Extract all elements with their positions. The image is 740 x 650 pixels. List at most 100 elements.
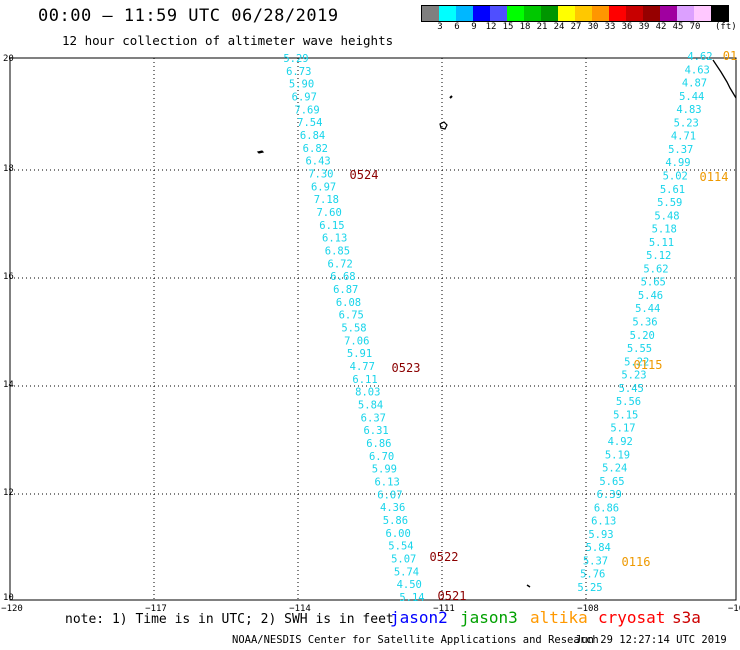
wave-height-label: 5.54 <box>388 541 413 553</box>
wave-height-label: 4.87 <box>682 78 707 90</box>
wave-height-label: 7.30 <box>308 169 333 181</box>
wave-height-label: 5.11 <box>649 237 674 249</box>
wave-height-label: 5.19 <box>605 449 630 461</box>
wave-height-label: 6.15 <box>319 220 344 232</box>
wave-height-label: 7.18 <box>314 194 339 206</box>
island-outline <box>449 95 453 99</box>
colorbar-tick-label: 39 <box>638 22 650 32</box>
wave-height-label: 5.90 <box>289 79 314 91</box>
wave-height-label: 6.13 <box>591 516 616 528</box>
wave-height-label: 5.62 <box>643 263 668 275</box>
colorbar-swatch <box>592 6 609 21</box>
wave-height-label: 6.87 <box>333 284 358 296</box>
island-outline <box>526 584 531 588</box>
wave-height-label: 5.36 <box>632 317 657 329</box>
colorbar-tick-label: 42 <box>655 22 667 32</box>
colorbar-tick-label: 70 <box>689 22 701 32</box>
colorbar-tick-label: 30 <box>587 22 599 32</box>
wave-height-label: 5.61 <box>660 184 685 196</box>
wave-height-label: 5.15 <box>613 409 638 421</box>
colorbar-unit: (ft) <box>715 22 737 32</box>
wave-height-label: 6.72 <box>328 258 353 270</box>
colorbar-swatch <box>524 6 541 21</box>
latitude-tick-label: 20 <box>3 54 14 64</box>
colorbar-swatch <box>507 6 524 21</box>
colorbar-swatch <box>711 6 728 21</box>
colorbar-tick-label: 33 <box>604 22 616 32</box>
longitude-tick-label: −117 <box>145 604 167 614</box>
wave-height-label: 5.23 <box>674 117 699 129</box>
colorbar-swatch <box>456 6 473 21</box>
latitude-tick-label: 16 <box>3 272 14 282</box>
wave-height-label: 6.68 <box>330 271 355 283</box>
wave-height-label: 5.02 <box>663 170 688 182</box>
page-title: 00:00 – 11:59 UTC 06/28/2019 <box>38 6 339 26</box>
wave-height-label: 5.76 <box>580 569 605 581</box>
wave-height-label: 6.97 <box>311 181 336 193</box>
wave-height-label: 5.65 <box>641 277 666 289</box>
wave-height-label: 5.48 <box>654 210 679 222</box>
colorbar-swatch <box>626 6 643 21</box>
wave-height-label: 4.99 <box>665 157 690 169</box>
satellite-legend-s3a: s3a <box>672 608 701 627</box>
colorbar-tick-label: 3 <box>437 22 443 32</box>
pass-time-label: 0521 <box>438 589 467 603</box>
wave-height-label: 6.31 <box>363 425 388 437</box>
wave-height-label: 5.74 <box>394 566 419 578</box>
wave-height-label: 6.08 <box>336 297 361 309</box>
colorbar-tick-label: 9 <box>471 22 477 32</box>
longitude-tick-label: −108 <box>577 604 599 614</box>
wave-height-label: 5.46 <box>638 290 663 302</box>
wave-height-label: 5.44 <box>679 91 704 103</box>
wave-height-label: 7.60 <box>316 207 341 219</box>
wave-height-label: 5.93 <box>588 529 613 541</box>
wave-height-label: 4.83 <box>676 104 701 116</box>
colorbar-swatch <box>643 6 660 21</box>
wave-height-label: 6.84 <box>300 130 325 142</box>
wave-height-label: 4.63 <box>685 64 710 76</box>
colorbar-tick-label: 21 <box>536 22 548 32</box>
pass-time-label: 0114 <box>700 170 729 184</box>
colorbar-tick-label: 18 <box>519 22 531 32</box>
wave-height-label: 7.06 <box>344 335 369 347</box>
wave-height-label: 5.37 <box>583 555 608 567</box>
pass-time-label: 0522 <box>430 550 459 564</box>
island-outline <box>439 121 448 130</box>
colorbar-tick-label: 6 <box>454 22 460 32</box>
colorbar-tick-label: 27 <box>570 22 582 32</box>
colorbar-swatch <box>575 6 592 21</box>
wave-height-label: 6.43 <box>305 156 330 168</box>
map-frame <box>9 57 737 601</box>
wave-height-label: 6.13 <box>374 477 399 489</box>
latitude-tick-label: 14 <box>3 380 14 390</box>
wave-height-label: 5.07 <box>391 554 416 566</box>
credit-line: NOAA/NESDIS Center for Satellite Applica… <box>232 634 599 646</box>
colorbar-swatch <box>490 6 507 21</box>
wave-height-label: 5.12 <box>646 250 671 262</box>
wave-height-label: 6.00 <box>386 528 411 540</box>
colorbar-tick-label: 36 <box>621 22 633 32</box>
wave-height-label: 5.55 <box>627 343 652 355</box>
wave-height-label: 6.86 <box>594 502 619 514</box>
wave-height-label: 6.70 <box>369 451 394 463</box>
wave-height-label: 5.84 <box>358 400 383 412</box>
colorbar-swatch <box>439 6 456 21</box>
wave-height-label: 4.92 <box>608 436 633 448</box>
pass-time-label: 0524 <box>350 168 379 182</box>
wave-height-label: 5.25 <box>577 582 602 594</box>
wave-height-label: 5.20 <box>630 330 655 342</box>
colorbar-swatch <box>558 6 575 21</box>
wave-height-label: 4.36 <box>380 502 405 514</box>
wave-height-label: 5.91 <box>347 348 372 360</box>
wave-height-label: 6.86 <box>366 438 391 450</box>
satellite-legend-jason3: jason3 <box>460 608 518 627</box>
wave-height-label: 5.18 <box>652 224 677 236</box>
longitude-tick-label: −114 <box>289 604 311 614</box>
longitude-tick-label: −120 <box>1 604 23 614</box>
pass-time-label: 0116 <box>622 555 651 569</box>
wave-height-label: 5.14 <box>399 592 424 604</box>
colorbar-tick-label: 24 <box>553 22 565 32</box>
pass-time-label: 01 <box>723 49 737 63</box>
generated-timestamp: Jun 29 12:27:14 UTC 2019 <box>575 634 727 646</box>
pass-time-label: 0523 <box>392 361 421 375</box>
